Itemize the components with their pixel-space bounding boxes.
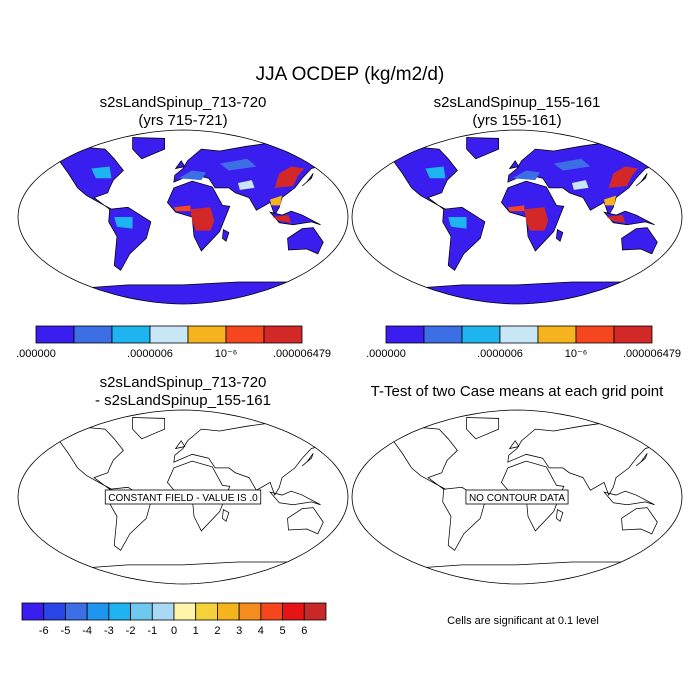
colorbar-box [130, 602, 153, 621]
continents [18, 136, 348, 304]
panel-note: NO CONTOUR DATA [469, 493, 565, 504]
colorbar-box [499, 325, 539, 344]
panel-subtitle: (yrs 715-721) [138, 112, 227, 129]
colorbar-box [65, 602, 88, 621]
colorbar-box [43, 602, 66, 621]
colorbar-box [461, 325, 501, 344]
colorbar-label: 4 [258, 625, 264, 637]
colorbar-box [613, 325, 653, 344]
colorbar-box [195, 602, 218, 621]
colorbar-label: .000000 [366, 348, 406, 360]
colorbar-box [108, 602, 131, 621]
colorbar-label: 0 [171, 625, 177, 637]
colorbar-box [263, 325, 303, 344]
colorbar-box [151, 602, 175, 621]
colorbar-box [111, 325, 151, 344]
colorbar-label: 1 [193, 625, 199, 637]
colorbar-label: 3 [236, 625, 242, 637]
colorbar-label: .000000 [16, 348, 56, 360]
colorbar-label: -1 [147, 625, 157, 637]
colorbar-box [86, 602, 110, 621]
colorbar-label: -6 [39, 625, 49, 637]
colorbar-box [385, 325, 425, 344]
colorbar-label: .000006479 [623, 348, 681, 360]
panel-title: s2sLandSpinup_155-161 [434, 94, 601, 111]
colorbar-label: 5 [280, 625, 286, 637]
panel-subtitle: - s2sLandSpinup_155-161 [95, 392, 271, 409]
note-box [104, 489, 262, 505]
colorbar-label: -4 [82, 625, 92, 637]
map-outline [351, 409, 683, 585]
panel-title: s2sLandSpinup_713-720 [100, 94, 267, 111]
colorbar-box [260, 602, 283, 621]
colorbar-label: 2 [214, 625, 220, 637]
colorbar-box [282, 602, 305, 621]
colorbar-label: 10⁻⁶ [215, 348, 238, 360]
panel-footer: Cells are significant at 0.1 level [447, 615, 599, 627]
map [18, 136, 348, 304]
continents [352, 136, 682, 304]
panel-title: T-Test of two Case means at each grid po… [371, 383, 664, 400]
note-box [465, 489, 569, 505]
colorbar-box [303, 602, 327, 621]
colorbar-box [187, 325, 227, 344]
colorbar-box [21, 602, 45, 621]
colorbar-label: 6 [301, 625, 307, 637]
colorbar-label: -5 [61, 625, 71, 637]
map [352, 136, 682, 304]
colorbar-box [537, 325, 577, 344]
panel-note: CONSTANT FIELD - VALUE IS .0 [108, 493, 258, 504]
colorbar-box [73, 325, 113, 344]
colorbar-label: .000006479 [273, 348, 331, 360]
colorbar-label: -2 [126, 625, 136, 637]
colorbar-label: 10⁻⁶ [565, 348, 588, 360]
colorbar-label: -3 [104, 625, 114, 637]
map-outline [351, 129, 683, 305]
colorbar-box [225, 325, 265, 344]
colorbar-label: .0000006 [127, 348, 173, 360]
colorbar-box [35, 325, 75, 344]
colorbar-box [217, 602, 240, 621]
colorbar-box [173, 602, 197, 621]
figure-title: JJA OCDEP (kg/m2/d) [256, 64, 445, 85]
map-outline [17, 129, 349, 305]
colorbar-box [423, 325, 463, 344]
panel-subtitle: (yrs 155-161) [472, 112, 561, 129]
colorbar-box [575, 325, 615, 344]
panel-title: s2sLandSpinup_713-720 [100, 374, 267, 391]
colorbar-box [238, 602, 262, 621]
map-outline [17, 409, 349, 585]
colorbar-label: .0000006 [477, 348, 523, 360]
colorbar-box [149, 325, 189, 344]
